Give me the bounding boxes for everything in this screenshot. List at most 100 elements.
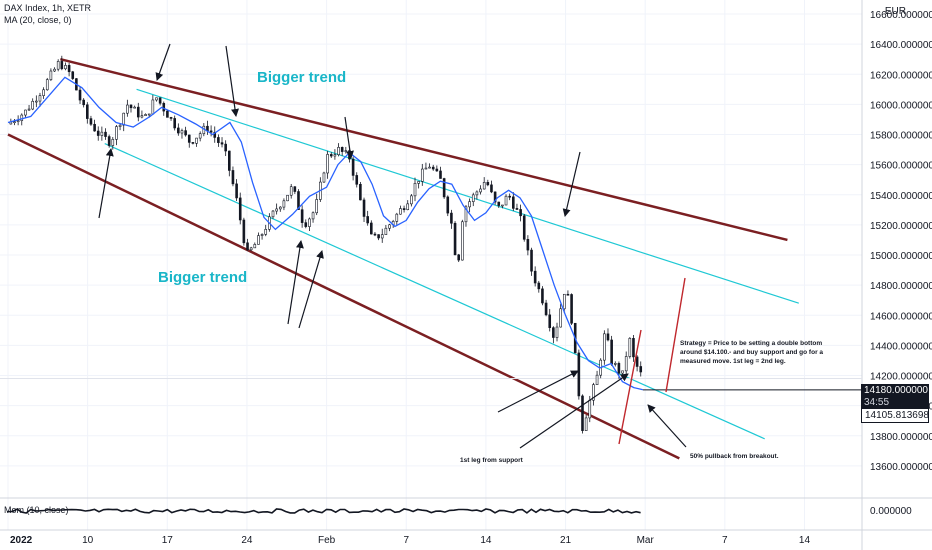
y-tick-label: 14400.000000 <box>870 341 932 352</box>
y-axis: 13600.00000013800.00000014000.0000001420… <box>870 10 932 517</box>
candle-body <box>428 166 431 169</box>
annotation-arrow <box>155 43 171 81</box>
first-leg-line <box>618 329 642 445</box>
momentum-pane <box>7 508 641 514</box>
candle-body <box>238 197 242 221</box>
candle-body <box>552 327 555 338</box>
candle-body <box>610 339 613 365</box>
candle-body <box>537 282 541 290</box>
trend-channel <box>0 57 862 460</box>
countdown-label: 34:55 <box>861 396 929 409</box>
candle-body <box>27 108 31 111</box>
candle-body <box>566 293 570 296</box>
strategy-note: measured move. 1st leg = 2nd leg. <box>680 358 786 365</box>
candle-body <box>231 170 235 185</box>
candle-body <box>96 130 100 136</box>
candle-body <box>450 212 453 224</box>
candle-body <box>71 71 75 79</box>
candle-body <box>482 182 486 190</box>
candle-body <box>169 117 173 119</box>
candle-body <box>544 302 548 316</box>
annotation-arrow <box>647 404 687 448</box>
x-tick-label: 24 <box>241 535 253 546</box>
candle-body <box>475 191 479 196</box>
x-axis: 2022 10 17 24 Feb 7 14 21 Mar 7 14 <box>10 535 810 546</box>
candle-body <box>89 118 93 125</box>
candle-body <box>49 70 53 80</box>
bigger-trend-label-top: Bigger trend <box>257 69 346 86</box>
candle-body <box>519 209 522 217</box>
candle-body <box>548 314 552 328</box>
candle-body <box>497 201 501 206</box>
y-tick-label: 15800.000000 <box>870 131 932 142</box>
candle-body <box>584 417 588 431</box>
annotation-arrow <box>519 373 629 449</box>
candle-body <box>632 338 635 358</box>
ma-price-label: 14105.813698 <box>861 408 929 423</box>
y-tick-label: 15000.000000 <box>870 251 932 262</box>
candle-body <box>220 142 224 145</box>
first-leg-label: 1st leg from support <box>460 457 524 464</box>
candle-body <box>166 110 169 118</box>
candle-body <box>515 208 519 210</box>
momentum-line <box>7 508 641 514</box>
candle-body <box>559 308 562 328</box>
chart-title: DAX Index, 1h, XETR <box>4 3 92 13</box>
candle-body <box>293 186 297 192</box>
candle-body <box>541 288 544 304</box>
candle-body <box>340 147 344 152</box>
candle-body <box>377 234 380 239</box>
candle-body <box>78 89 82 101</box>
y-tick-label: 14800.000000 <box>870 281 932 292</box>
candle-body <box>300 209 304 223</box>
candle-body <box>417 181 420 184</box>
momentum-zero-label: 0.000000 <box>870 506 912 517</box>
candle-body <box>624 356 628 372</box>
bigger-trend-label-bottom: Bigger trend <box>158 269 247 286</box>
candle-body <box>158 97 162 104</box>
y-tick-label: 16000.000000 <box>870 100 932 111</box>
candle-body <box>144 114 147 116</box>
candle-body <box>639 366 643 373</box>
candle-body <box>592 384 595 401</box>
channel-upper-line <box>60 57 788 242</box>
candle-body <box>195 137 198 144</box>
x-tick-label: Feb <box>318 535 336 546</box>
candle-body <box>522 215 526 240</box>
candle-body <box>253 244 257 249</box>
y-tick-label: 14600.000000 <box>870 311 932 322</box>
x-tick-label: 7 <box>722 535 728 546</box>
candle-body <box>486 182 490 186</box>
candle-body <box>177 127 180 134</box>
candle-body <box>217 137 220 143</box>
candle-body <box>508 195 511 198</box>
candle-body <box>104 131 107 137</box>
candle-body <box>16 120 20 123</box>
candle-body <box>424 167 428 170</box>
candle-body <box>322 172 326 183</box>
candle-body <box>628 338 632 357</box>
y-tick-label: 16200.000000 <box>870 70 932 81</box>
candle-body <box>606 333 610 341</box>
candle-body <box>122 112 126 126</box>
candle-body <box>82 99 85 106</box>
candle-body <box>282 200 286 208</box>
candle-body <box>471 194 475 202</box>
candle-body <box>490 184 493 193</box>
annotation-arrow <box>344 116 354 159</box>
currency-label: EUR <box>884 6 906 17</box>
y-tick-label: 14200.000000 <box>870 372 932 383</box>
candle-body <box>224 143 227 152</box>
candle-body <box>337 147 340 155</box>
candle-body <box>533 270 537 284</box>
candle-body <box>173 118 176 129</box>
x-tick-label: 14 <box>480 535 492 546</box>
candle-body <box>461 221 464 261</box>
candle-body <box>246 242 249 251</box>
candle-body <box>595 374 599 385</box>
candle-body <box>20 114 24 121</box>
candle-body <box>308 218 311 227</box>
candle-body <box>289 186 293 196</box>
